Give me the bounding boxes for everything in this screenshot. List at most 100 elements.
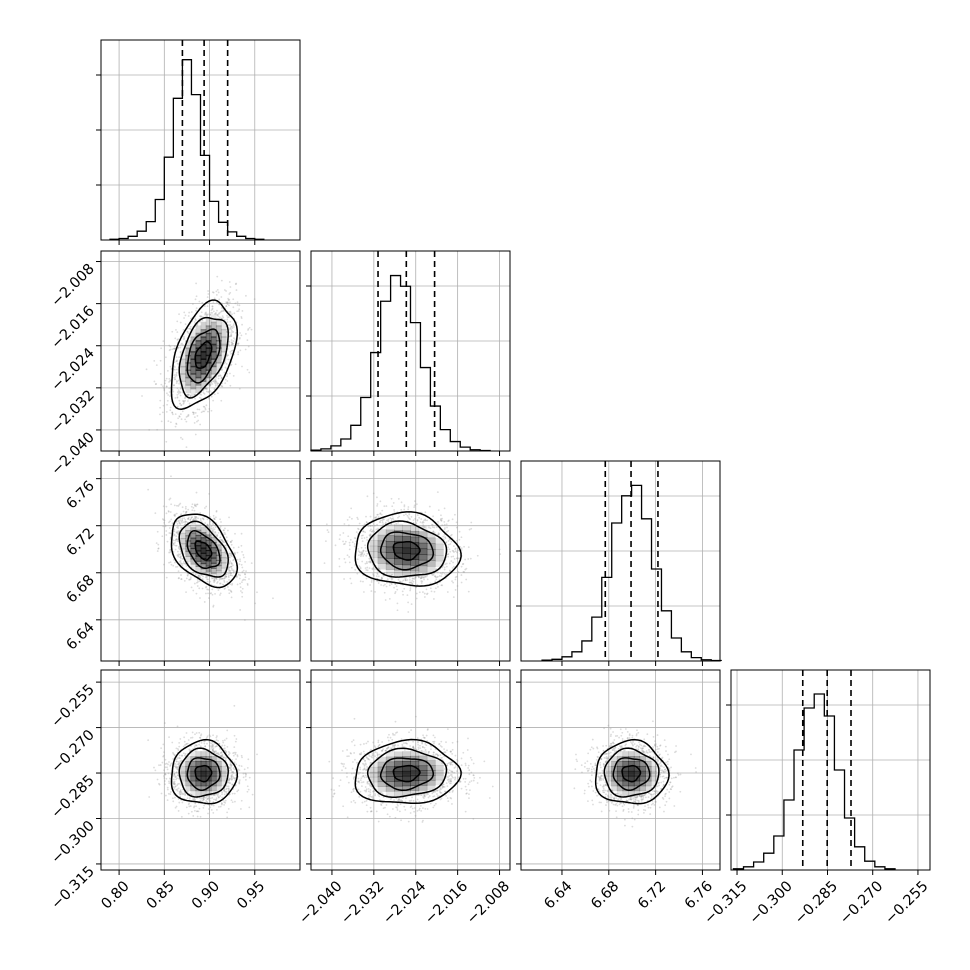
scatter-point	[190, 517, 193, 520]
scatter-point	[195, 744, 198, 747]
scatter-point	[168, 561, 170, 564]
scatter-point	[412, 745, 415, 748]
scatter-point	[202, 518, 205, 521]
scatter-point	[649, 813, 652, 815]
density-cell	[434, 555, 444, 562]
scatter-point	[409, 589, 412, 592]
scatter-point	[613, 742, 615, 745]
density-cell	[195, 534, 202, 542]
scatter-point	[465, 788, 468, 791]
density-cell	[221, 770, 227, 777]
scatter-point	[176, 766, 179, 769]
scatter-point	[185, 510, 188, 513]
scatter-point	[602, 745, 605, 747]
scatter-point	[181, 519, 184, 522]
scatter-point	[173, 780, 176, 783]
scatter-point	[221, 385, 224, 388]
density-cell	[221, 546, 227, 554]
scatter-point	[393, 509, 396, 511]
scatter-point	[627, 811, 630, 813]
scatter-point	[597, 776, 600, 779]
scatter-point	[375, 528, 378, 531]
scatter-point	[244, 560, 246, 563]
density-cell	[210, 343, 217, 353]
scatter-point	[165, 410, 168, 413]
scatter-point	[448, 762, 450, 764]
scatter-point	[183, 736, 186, 739]
scatter-point	[660, 769, 662, 772]
scatter-point	[351, 541, 354, 544]
scatter-point	[228, 572, 231, 575]
scatter-point	[467, 764, 470, 767]
density-cell	[639, 761, 646, 767]
scatter-point	[380, 513, 383, 516]
scatter-point	[422, 591, 424, 593]
scatter-point	[341, 763, 344, 765]
scatter-point	[632, 805, 635, 808]
scatter-point	[228, 566, 231, 569]
scatter-point	[218, 312, 221, 314]
scatter-point	[596, 782, 599, 785]
scatter-point	[440, 746, 443, 748]
scatter-point	[653, 744, 656, 747]
scatter-point	[415, 522, 418, 525]
density-cell	[205, 362, 212, 371]
density-cell	[210, 329, 217, 338]
scatter-point	[633, 743, 636, 745]
scatter-point	[222, 789, 225, 792]
scatter-point	[695, 771, 697, 773]
scatter-point	[213, 393, 216, 396]
scatter-point	[365, 550, 367, 553]
scatter-point	[221, 310, 224, 313]
density-cell	[215, 554, 222, 562]
scatter-point	[352, 778, 355, 780]
pair-panel-2-1	[306, 460, 511, 666]
scatter-point	[217, 382, 219, 385]
scatter-point	[442, 535, 445, 538]
scatter-point	[441, 786, 444, 789]
scatter-point	[175, 360, 178, 363]
scatter-point	[464, 777, 467, 780]
scatter-point	[440, 740, 443, 743]
density-cell	[633, 790, 641, 797]
pair-frame	[520, 669, 721, 871]
scatter-point	[219, 375, 222, 377]
scatter-point	[417, 741, 419, 744]
scatter-point	[175, 766, 177, 769]
scatter-point	[195, 732, 198, 734]
density-cell	[616, 785, 624, 792]
scatter-point	[197, 575, 199, 578]
scatter-point	[589, 748, 592, 751]
scatter-point	[165, 440, 168, 443]
scatter-point	[174, 806, 177, 809]
scatter-point	[187, 803, 190, 806]
scatter-point	[175, 531, 178, 534]
scatter-point	[619, 728, 622, 731]
scatter-point	[193, 798, 195, 801]
scatter-point	[156, 778, 159, 781]
scatter-point	[222, 757, 225, 759]
scatter-point	[598, 801, 601, 804]
scatter-point	[599, 784, 602, 786]
density-cell	[410, 525, 420, 532]
scatter-point	[236, 558, 239, 561]
scatter-point	[432, 740, 435, 743]
scatter-point	[364, 544, 366, 547]
scatter-point	[642, 798, 644, 801]
scatter-point	[432, 530, 435, 533]
scatter-point	[168, 391, 171, 393]
density-cell	[205, 751, 212, 757]
scatter-point	[473, 776, 476, 779]
scatter-point	[231, 801, 234, 803]
pair-content	[147, 475, 274, 621]
scatter-point	[412, 740, 415, 743]
hist-step	[541, 484, 722, 662]
scatter-point	[210, 395, 213, 398]
scatter-point	[168, 761, 170, 763]
scatter-point	[219, 752, 222, 754]
scatter-point	[619, 745, 621, 747]
scatter-point	[472, 817, 475, 820]
scatter-point	[451, 518, 454, 521]
density-cell	[180, 765, 187, 772]
scatter-point	[638, 800, 640, 802]
